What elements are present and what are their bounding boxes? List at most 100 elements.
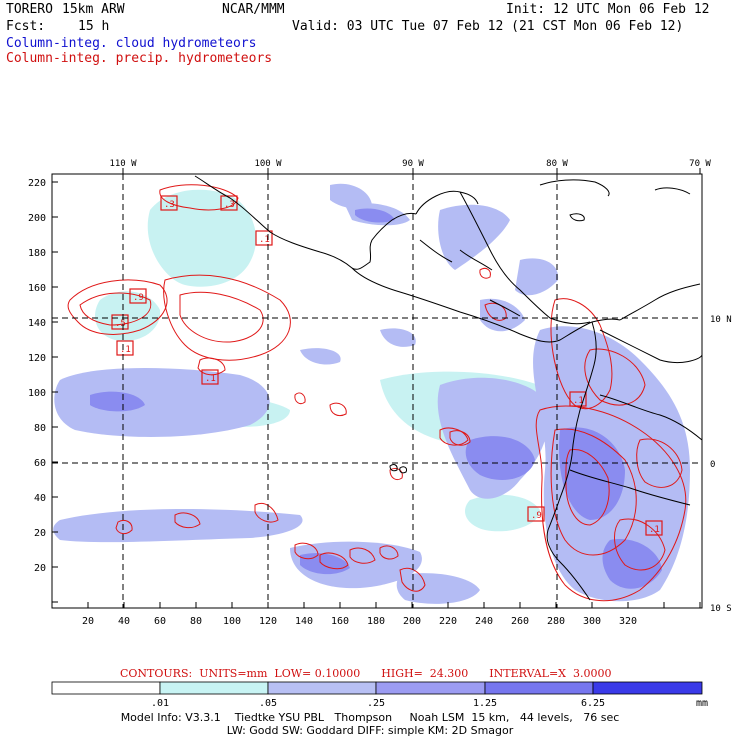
y-tick-label: 60 — [34, 458, 46, 469]
x-tick-label: 60 — [154, 616, 166, 627]
top-lon-labels: 110 W 100 W 90 W 80 W 70 W — [109, 159, 711, 169]
contour-label: .1 — [205, 374, 216, 384]
contour-label: .5 — [115, 319, 126, 329]
colorbar-swatch — [484, 681, 594, 695]
lat-label: 10 N — [710, 315, 732, 325]
init-time: Init: 12 UTC Mon 06 Feb 12 — [506, 2, 710, 17]
colorbar-label: .01 — [151, 698, 169, 709]
colorbar-label: .05 — [259, 698, 277, 709]
x-tick-labels: 20 40 60 80 100 120 140 160 180 200 220 … — [82, 616, 637, 627]
ecuador-peru-border — [569, 469, 691, 506]
colorbar-swatch — [51, 681, 161, 695]
colorbar — [51, 681, 703, 695]
y-tick-label: 120 — [28, 353, 46, 364]
model-info-line2: LW: Godd SW: Goddard DIFF: simple KM: 2D… — [226, 724, 514, 737]
contours-high: HIGH= 24.300 — [381, 667, 469, 680]
galapagos-island — [389, 464, 398, 472]
x-tick-label: 180 — [367, 616, 385, 627]
south-america-west-coast — [546, 321, 597, 601]
colorbar-swatch — [159, 681, 269, 695]
colorbar-label: 1.25 — [473, 698, 497, 709]
contour-label: .3 — [224, 200, 235, 210]
plot-frame — [51, 173, 703, 609]
central-america-caribbean-coast — [459, 191, 591, 325]
contours-label: CONTOURS: — [120, 667, 193, 680]
x-tick-label: 80 — [190, 616, 202, 627]
y-tick-labels: 220 200 180 160 140 120 100 80 60 40 20 — [28, 178, 46, 539]
x-tick-label: 160 — [331, 616, 349, 627]
galapagos-island — [399, 466, 407, 474]
contours-units: UNITS=mm — [199, 667, 268, 680]
model-info-line1: Model Info: V3.3.1 Tiedtke YSU PBL Thomp… — [120, 711, 620, 724]
y-tick-label: 20 — [34, 528, 46, 539]
contours-info: CONTOURS: UNITS=mm LOW= 0.10000 HIGH= 24… — [120, 667, 611, 680]
hispaniola-coast — [654, 187, 691, 195]
lat-label: 0 — [710, 460, 715, 470]
model-name: TORERO — [6, 2, 53, 17]
y-tick-label: 140 — [28, 318, 46, 329]
colorbar-swatch — [592, 681, 703, 695]
contour-label: .9 — [531, 511, 542, 521]
colorbar-label: 6.25 — [581, 698, 605, 709]
y-tick-label: 180 — [28, 248, 46, 259]
colorbar-label: .25 — [367, 698, 385, 709]
colorbar-unit: mm — [696, 698, 708, 709]
forecast-label: Fcst: — [6, 19, 46, 34]
right-lat-labels: 10 N 0 10 S — [710, 315, 732, 614]
lon-label: 70 W — [689, 159, 711, 169]
field-title-precip: Column-integ. precip. hydrometeors — [6, 51, 273, 66]
x-tick-label: 320 — [619, 616, 637, 627]
forecast-hour: 15 h — [78, 19, 110, 34]
jamaica-coast — [569, 213, 585, 222]
latlon-grid — [52, 174, 702, 608]
organization: NCAR/MMM — [222, 2, 285, 17]
valid-time: Valid: 03 UTC Tue 07 Feb 12 (21 CST Mon … — [292, 19, 684, 34]
guatemala-border — [419, 239, 453, 263]
cuba-coast — [539, 179, 610, 197]
x-tick-label: 120 — [259, 616, 277, 627]
lon-label: 110 W — [109, 159, 137, 169]
colombia-border — [599, 329, 702, 363]
coastlines — [194, 175, 702, 601]
contour-label: .1 — [573, 396, 584, 406]
contours-low: LOW= 0.10000 — [274, 667, 361, 680]
x-tick-label: 300 — [583, 616, 601, 627]
colorbar-swatch — [267, 681, 377, 695]
x-tick-label: 260 — [511, 616, 529, 627]
y-tick-label: 80 — [34, 423, 46, 434]
x-tick-label: 20 — [82, 616, 94, 627]
y-tick-labels-2: 20 — [34, 563, 46, 574]
y-tick-label: 220 — [28, 178, 46, 189]
y-tick-label: 100 — [28, 388, 46, 399]
x-tick-label: 240 — [475, 616, 493, 627]
y-tick-label: 20 — [34, 563, 46, 574]
contour-label: .1 — [259, 235, 270, 245]
x-tick-label: 140 — [295, 616, 313, 627]
colorbar-labels: .01 .05 .25 1.25 6.25 mm — [151, 698, 708, 709]
lon-label: 80 W — [546, 159, 568, 169]
colombia-north-coast — [619, 283, 701, 321]
ecuador-colombia-border — [599, 394, 702, 441]
y-tick-label: 200 — [28, 213, 46, 224]
contour-label: .1 — [649, 525, 660, 535]
lat-label: 10 S — [710, 604, 732, 614]
contours-interval: INTERVAL=X 3.0000 — [489, 667, 612, 680]
x-tick-label: 220 — [439, 616, 457, 627]
precip-contours — [67, 184, 687, 602]
x-tick-label: 280 — [547, 616, 565, 627]
colorbar-swatch — [375, 681, 486, 695]
field-title-cloud: Column-integ. cloud hydrometeors — [6, 36, 257, 51]
yucatan-coast — [415, 190, 479, 215]
x-tick-label: 100 — [223, 616, 241, 627]
x-tick-label: 40 — [118, 616, 130, 627]
axis-ticks — [52, 168, 701, 608]
contour-label-texts: .3 .3 .1 .9 .5 .1 .1 .1 .9 .1 — [115, 200, 660, 535]
model-resolution: 15km ARW — [62, 2, 125, 17]
contour-label: .9 — [133, 293, 144, 303]
contour-label: .1 — [120, 345, 131, 355]
y-tick-label: 160 — [28, 283, 46, 294]
y-tick-label: 40 — [34, 493, 46, 504]
x-tick-label: 200 — [403, 616, 421, 627]
lon-label: 90 W — [402, 159, 424, 169]
